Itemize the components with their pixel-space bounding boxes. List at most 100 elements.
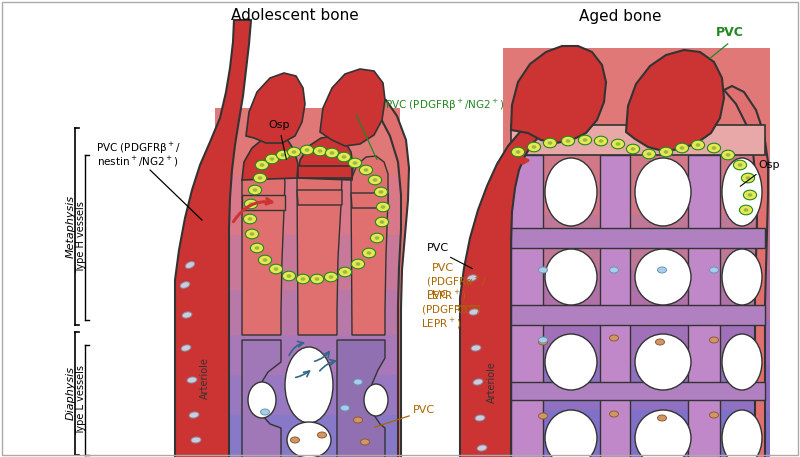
Ellipse shape [545, 410, 597, 457]
Ellipse shape [254, 173, 266, 183]
Ellipse shape [467, 275, 477, 281]
Polygon shape [503, 410, 770, 457]
Ellipse shape [532, 145, 536, 149]
Polygon shape [215, 175, 400, 235]
Ellipse shape [258, 255, 272, 265]
Ellipse shape [341, 405, 350, 411]
Ellipse shape [246, 229, 258, 239]
Ellipse shape [543, 138, 557, 148]
Ellipse shape [680, 146, 685, 150]
Text: PVC: PVC [427, 290, 449, 300]
Ellipse shape [253, 188, 258, 192]
Ellipse shape [562, 136, 574, 146]
Ellipse shape [359, 165, 373, 175]
Polygon shape [503, 48, 770, 155]
Ellipse shape [258, 176, 262, 180]
Ellipse shape [611, 139, 625, 149]
Ellipse shape [250, 243, 264, 253]
Ellipse shape [362, 248, 376, 258]
Ellipse shape [325, 272, 338, 282]
Ellipse shape [373, 178, 378, 182]
Ellipse shape [181, 345, 191, 351]
Ellipse shape [578, 135, 592, 145]
Ellipse shape [594, 136, 608, 146]
Polygon shape [503, 155, 770, 215]
Ellipse shape [270, 264, 282, 274]
Ellipse shape [354, 417, 362, 423]
Ellipse shape [380, 220, 384, 224]
Ellipse shape [610, 411, 618, 417]
Ellipse shape [659, 147, 673, 157]
Ellipse shape [726, 153, 730, 157]
Ellipse shape [722, 410, 762, 457]
Ellipse shape [710, 267, 718, 273]
Ellipse shape [254, 246, 259, 250]
Text: LEPR$^+$): LEPR$^+$) [421, 317, 462, 331]
Text: PVC: PVC [427, 243, 449, 253]
Ellipse shape [259, 163, 264, 167]
Ellipse shape [378, 190, 383, 194]
Ellipse shape [630, 147, 635, 151]
Ellipse shape [635, 410, 691, 457]
Polygon shape [242, 195, 285, 210]
Ellipse shape [305, 148, 310, 152]
Polygon shape [600, 155, 630, 457]
Ellipse shape [626, 144, 640, 154]
Text: Aged bone: Aged bone [578, 9, 662, 23]
Ellipse shape [301, 145, 314, 155]
Ellipse shape [255, 160, 269, 170]
Ellipse shape [582, 138, 587, 142]
Polygon shape [511, 305, 765, 325]
Polygon shape [298, 136, 353, 180]
Polygon shape [215, 415, 400, 457]
Polygon shape [503, 215, 770, 270]
Text: Arteriole: Arteriole [200, 357, 210, 399]
Ellipse shape [285, 347, 333, 423]
Polygon shape [215, 375, 400, 415]
Ellipse shape [664, 150, 669, 154]
Ellipse shape [248, 217, 253, 221]
Polygon shape [175, 20, 251, 457]
Polygon shape [511, 125, 765, 155]
Ellipse shape [245, 199, 258, 209]
Ellipse shape [655, 339, 665, 345]
Ellipse shape [266, 154, 278, 164]
Ellipse shape [511, 147, 525, 157]
Polygon shape [242, 340, 281, 457]
Ellipse shape [366, 251, 371, 255]
Ellipse shape [734, 160, 746, 170]
Text: Osp: Osp [740, 160, 779, 186]
Ellipse shape [281, 153, 286, 157]
Polygon shape [368, 96, 409, 457]
Polygon shape [297, 153, 342, 335]
Ellipse shape [287, 422, 331, 457]
Polygon shape [511, 382, 765, 400]
Polygon shape [626, 50, 724, 151]
Ellipse shape [356, 262, 360, 266]
Text: Type L vessels: Type L vessels [76, 365, 86, 435]
Text: PVC (PDGFRβ$^+$/NG2$^+$): PVC (PDGFRβ$^+$/NG2$^+$) [385, 97, 505, 112]
Ellipse shape [353, 161, 358, 165]
Ellipse shape [243, 214, 257, 224]
Ellipse shape [598, 139, 603, 143]
Polygon shape [511, 228, 765, 248]
Ellipse shape [338, 152, 350, 162]
Ellipse shape [635, 158, 691, 226]
Ellipse shape [301, 277, 306, 281]
Ellipse shape [351, 259, 365, 269]
Ellipse shape [250, 232, 254, 236]
Ellipse shape [368, 175, 382, 185]
Polygon shape [460, 114, 574, 457]
Polygon shape [511, 46, 606, 143]
Ellipse shape [282, 271, 296, 281]
Ellipse shape [675, 143, 689, 153]
Ellipse shape [374, 236, 379, 240]
Ellipse shape [747, 193, 752, 197]
Ellipse shape [376, 202, 390, 212]
Polygon shape [215, 108, 400, 175]
Ellipse shape [314, 277, 319, 281]
Ellipse shape [691, 140, 705, 150]
Ellipse shape [739, 205, 753, 215]
Polygon shape [242, 158, 285, 335]
Ellipse shape [277, 150, 290, 160]
